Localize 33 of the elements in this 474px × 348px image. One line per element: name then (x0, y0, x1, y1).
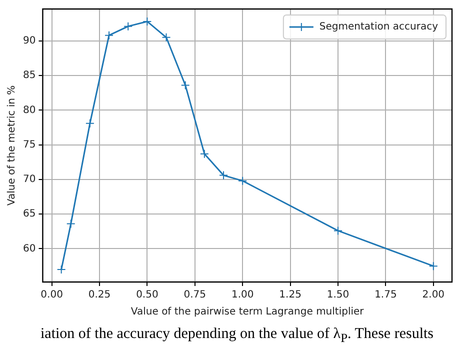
point (85, 118, 94, 128)
x-tick-label: 0.75 (184, 290, 206, 301)
x-tick-label: 0.00 (40, 290, 63, 301)
legend-label: Segmentation accuracy (319, 22, 438, 33)
x-tick-label: 1.75 (374, 290, 397, 301)
point (333, 226, 342, 236)
point (428, 262, 438, 271)
x-tick-label: 1.50 (326, 290, 350, 301)
y-tick-label: 90 (22, 35, 36, 46)
point (66, 219, 76, 228)
y-tick-label: 75 (22, 139, 36, 150)
x-tick-label: 1.25 (279, 290, 302, 301)
point (238, 176, 248, 186)
point (124, 22, 133, 31)
y-tick-label: 65 (22, 208, 36, 220)
y-tick-label: 70 (22, 174, 36, 186)
y-tick-label: 80 (22, 104, 36, 116)
y-tick-label: 85 (22, 70, 36, 82)
point (219, 170, 228, 180)
x-tick-label: 0.50 (136, 290, 158, 301)
x-tick-label: 2.00 (422, 290, 445, 301)
point (162, 32, 171, 42)
point (56, 265, 66, 274)
point (142, 16, 152, 26)
y-axis-title: Value of the metric in % (6, 85, 18, 206)
x-axis-title: Value of the pairwise term Lagrange multiplier (130, 306, 365, 318)
x-tick-label: 0.25 (88, 290, 111, 301)
y-tick-label: 60 (22, 243, 36, 254)
point (180, 80, 190, 90)
point (200, 149, 209, 158)
point (104, 30, 114, 40)
x-tick-label: 1.00 (231, 290, 254, 301)
text: iation of the accuracy depending on the value of λ$_{P}$. These results (40, 325, 434, 347)
